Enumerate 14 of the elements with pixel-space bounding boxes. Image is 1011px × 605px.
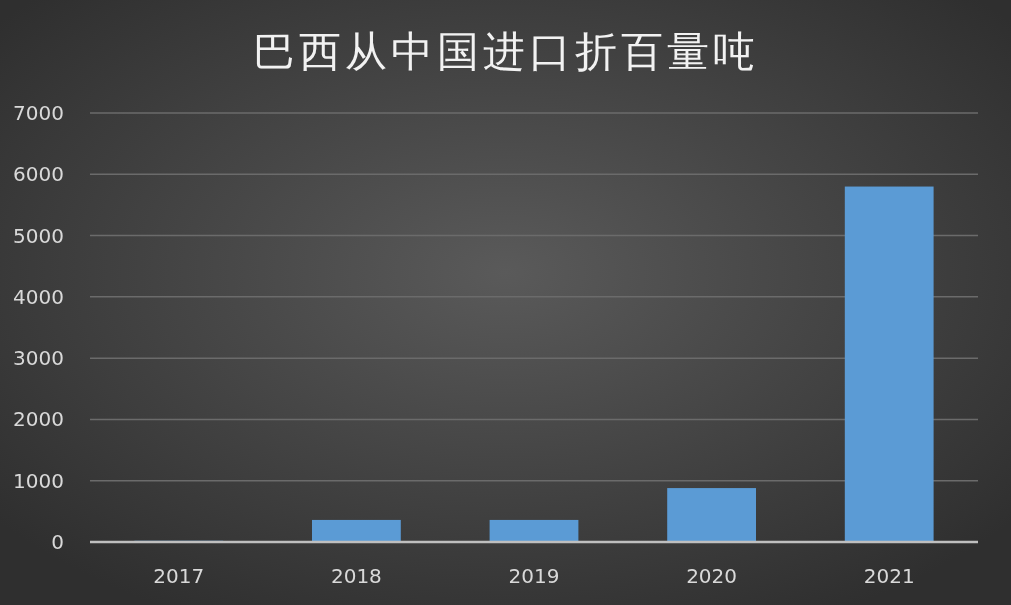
x-tick-label: 2020 bbox=[686, 564, 738, 588]
x-tick-label: 2019 bbox=[508, 564, 560, 588]
y-tick-label: 7000 bbox=[13, 101, 64, 125]
x-tick-label: 2018 bbox=[330, 564, 382, 588]
y-tick-label: 4000 bbox=[13, 284, 64, 309]
x-tick-label: 2017 bbox=[153, 564, 205, 588]
chart-title: 巴西从中国进口折百量吨 bbox=[252, 27, 759, 76]
y-tick-label: 0 bbox=[51, 530, 64, 554]
y-tick-label: 1000 bbox=[13, 468, 64, 493]
y-tick-label: 3000 bbox=[13, 346, 64, 371]
y-tick-label: 2000 bbox=[13, 407, 64, 432]
y-tick-label: 5000 bbox=[13, 223, 64, 248]
x-tick-label: 2021 bbox=[863, 564, 915, 588]
y-tick-label: 6000 bbox=[13, 162, 64, 187]
